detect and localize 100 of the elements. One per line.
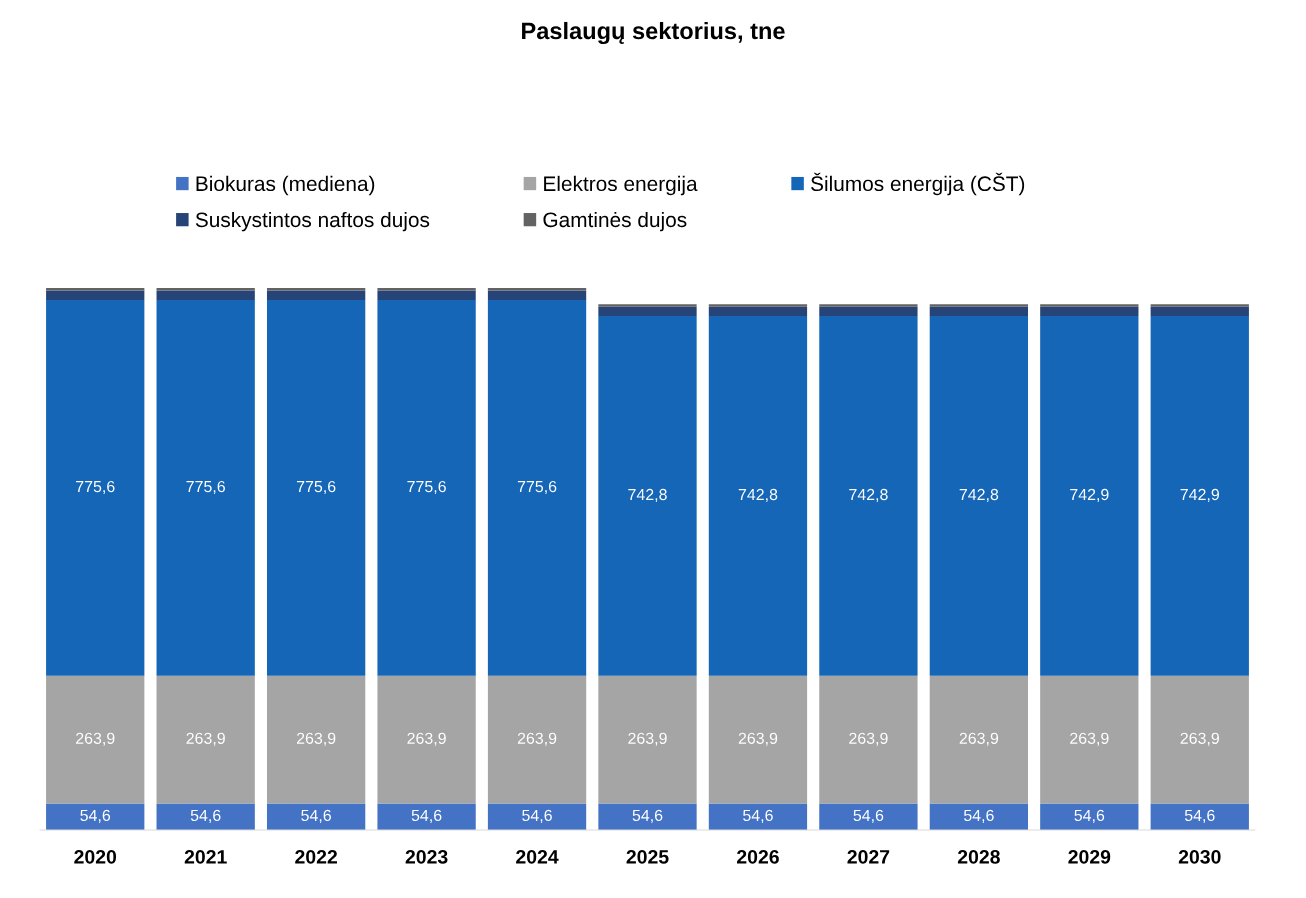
legend-label: Elektros energija <box>544 175 698 196</box>
data-label: 54,6 <box>1184 809 1215 823</box>
bar <box>929 675 1029 804</box>
x-tick-label: 2026 <box>737 849 779 864</box>
data-label: 263,9 <box>407 732 446 746</box>
bar <box>46 675 145 804</box>
bar <box>708 306 808 316</box>
bar <box>266 675 366 804</box>
bar <box>929 304 1029 307</box>
data-label: 54,6 <box>522 809 552 823</box>
bar <box>487 290 587 301</box>
data-label: 263,9 <box>76 732 115 746</box>
x-tick-label: 2023 <box>405 849 448 864</box>
data-label: 775,6 <box>407 480 446 495</box>
bar <box>46 803 145 830</box>
bar <box>487 675 587 804</box>
data-label: 742,8 <box>849 488 888 503</box>
x-tick-label: 2022 <box>295 849 337 864</box>
bar <box>377 300 476 676</box>
bar <box>819 304 918 307</box>
bar <box>819 315 918 676</box>
bar <box>156 300 255 676</box>
data-label: 742,8 <box>628 488 667 503</box>
bar <box>708 803 808 830</box>
bar <box>1040 315 1139 676</box>
x-tick-label: 2020 <box>74 849 117 864</box>
bar <box>819 803 918 830</box>
bar <box>46 300 145 676</box>
bar <box>1150 304 1249 307</box>
bar <box>929 306 1029 316</box>
chart-title: Paslaugų sektorius, tne <box>522 21 785 45</box>
bar <box>487 300 587 676</box>
x-tick-label: 2027 <box>847 849 890 864</box>
bar <box>156 803 255 830</box>
data-label: 54,6 <box>80 809 111 823</box>
data-label: 54,6 <box>853 809 884 823</box>
bar <box>819 675 918 804</box>
bar <box>598 315 697 676</box>
bar <box>46 290 145 301</box>
bar <box>266 290 366 301</box>
data-label: 54,6 <box>963 809 994 823</box>
bar <box>266 300 366 676</box>
bar <box>156 675 255 804</box>
x-tick-label: 2030 <box>1178 849 1221 864</box>
data-label: 54,6 <box>1074 809 1105 823</box>
bar <box>1040 803 1139 830</box>
data-label: 263,9 <box>959 732 999 746</box>
bar <box>598 803 697 830</box>
data-label: 775,6 <box>76 480 115 495</box>
bar <box>819 306 918 316</box>
bar <box>929 803 1029 830</box>
bar <box>929 315 1029 676</box>
bar <box>598 306 697 316</box>
x-tick-label: 2025 <box>626 849 669 864</box>
data-label: 263,9 <box>296 732 336 746</box>
x-tick-label: 2021 <box>184 849 227 864</box>
data-label: 775,6 <box>296 480 336 495</box>
bar <box>156 290 255 301</box>
bar <box>708 675 808 804</box>
bar <box>377 290 476 301</box>
bar <box>487 803 587 830</box>
x-tick-label: 2024 <box>516 849 559 864</box>
legend-label: Gamtinės dujos <box>543 211 687 232</box>
data-label: 742,8 <box>959 488 999 503</box>
data-label: 263,9 <box>628 732 667 746</box>
data-label: 263,9 <box>1180 732 1219 746</box>
data-label: 742,9 <box>1180 488 1219 503</box>
bar <box>598 675 697 804</box>
data-label: 54,6 <box>301 809 331 823</box>
data-label: 263,9 <box>738 732 778 746</box>
data-label: 263,9 <box>517 732 557 746</box>
bar <box>377 803 476 830</box>
data-label: 54,6 <box>411 809 442 823</box>
bar <box>1150 803 1249 830</box>
bar <box>1040 304 1139 307</box>
legend-label: Biokuras (mediena) <box>196 175 375 196</box>
bar <box>1150 315 1249 676</box>
data-label: 54,6 <box>190 809 221 823</box>
data-label: 742,9 <box>1070 488 1109 503</box>
bar <box>1040 306 1139 316</box>
bar <box>266 803 366 830</box>
data-label: 263,9 <box>849 732 888 746</box>
bar <box>1150 306 1249 316</box>
bar <box>708 315 808 676</box>
bar <box>598 304 697 307</box>
data-label: 54,6 <box>632 809 663 823</box>
data-label: 775,6 <box>517 480 557 495</box>
data-label: 775,6 <box>186 480 225 495</box>
data-label: 263,9 <box>1070 732 1109 746</box>
bar <box>377 675 476 804</box>
legend-label: Šilumos energija (CŠT) <box>811 172 1025 196</box>
data-label: 742,8 <box>738 488 778 503</box>
data-label: 54,6 <box>743 809 773 823</box>
x-tick-label: 2028 <box>957 849 1000 864</box>
bar <box>708 304 808 307</box>
data-label: 263,9 <box>186 732 225 746</box>
x-tick-label: 2029 <box>1068 849 1111 864</box>
bar <box>1040 675 1139 804</box>
legend-label: Suskystintos naftos dujos <box>195 211 430 232</box>
bar <box>1150 675 1249 804</box>
